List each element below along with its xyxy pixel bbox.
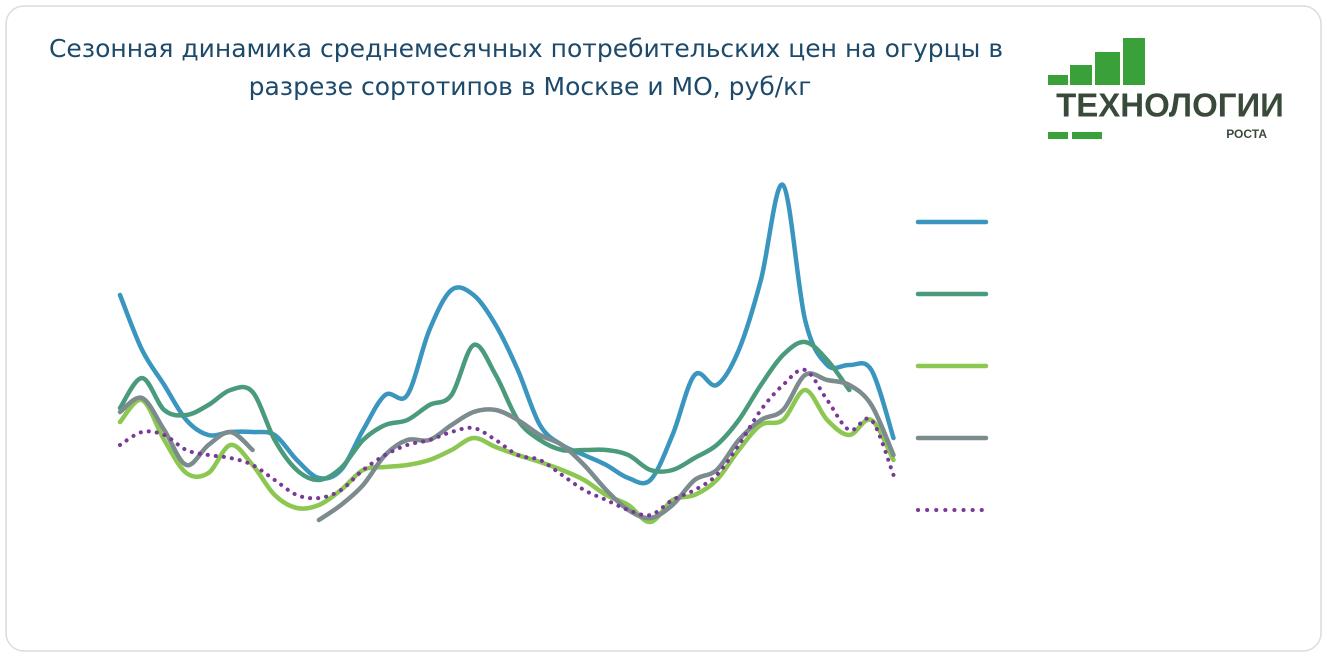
logo-text: РОСТА	[1226, 127, 1267, 141]
logo-block	[1048, 75, 1068, 85]
logo-block	[1095, 52, 1120, 85]
logo-block	[1048, 132, 1068, 139]
logo-text: ТЕХНОЛОГИИ	[1056, 87, 1284, 124]
logo-block	[1070, 65, 1092, 85]
logo: ТЕХНОЛОГИИ РОСТА	[1048, 38, 1284, 141]
series-line	[117, 339, 852, 483]
series-line	[117, 387, 896, 525]
card	[5, 5, 1322, 652]
series-line	[118, 367, 896, 518]
logo-block	[1123, 38, 1145, 85]
series-line	[117, 371, 896, 523]
title-line: разрезе сортотипов в Москве и МО, руб/кг	[249, 72, 812, 101]
series-line	[117, 182, 896, 486]
logo-block	[1072, 132, 1102, 139]
chart-title: Сезонная динамика среднемесячных потреби…	[49, 34, 1011, 101]
title-line: Сезонная динамика среднемесячных потреби…	[49, 34, 1003, 63]
